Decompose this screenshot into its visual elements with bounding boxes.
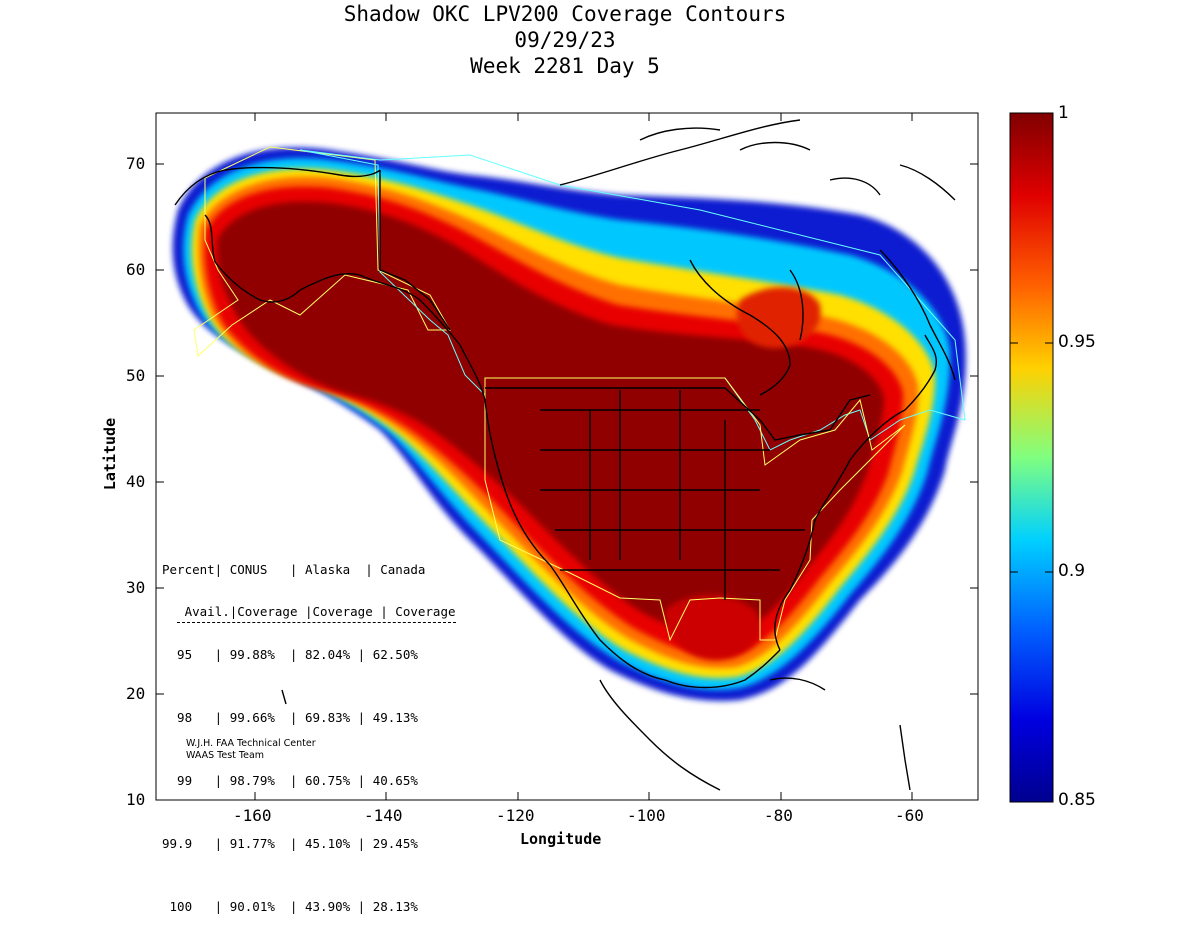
- colorbar: [1009, 112, 1054, 803]
- stats-row: 99 | 98.79% | 60.75% | 40.65%: [162, 773, 418, 788]
- y-tick-label: 30: [126, 578, 146, 597]
- x-tick-label: -140: [364, 806, 403, 825]
- coverage-map: [155, 112, 1054, 803]
- x-tick-label: -60: [895, 806, 924, 825]
- axis-ticks: [156, 113, 978, 800]
- coverage-contours: [172, 147, 966, 701]
- x-axis-label: Longitude: [520, 830, 602, 848]
- credit-line-2: WAAS Test Team: [186, 750, 265, 761]
- x-tick-label: -120: [496, 806, 535, 825]
- title-line-1: Shadow OKC LPV200 Coverage Contours: [343, 2, 787, 26]
- y-tick-label: 40: [126, 472, 146, 491]
- conus-border: [484, 377, 906, 642]
- coastlines: [174, 119, 956, 791]
- stats-row: 95 | 99.88% | 82.04% | 62.50%: [162, 647, 418, 662]
- y-axis-label: Latitude: [101, 417, 119, 491]
- plot-frame: [155, 112, 979, 801]
- credit-text: W.J.H. FAA Technical Center WAAS Test Te…: [186, 738, 316, 762]
- colorbar-tick-label: 0.85: [1058, 790, 1096, 810]
- stats-row: 100 | 90.01% | 43.90% | 28.13%: [162, 899, 418, 914]
- alaska-border: [193, 146, 451, 357]
- x-tick-label: -160: [233, 806, 272, 825]
- title-line-2: 09/29/23: [514, 28, 616, 52]
- y-tick-label: 70: [126, 154, 146, 173]
- y-tick-label: 50: [126, 366, 146, 385]
- region-borders: [193, 146, 966, 642]
- y-tick-label: 20: [126, 684, 146, 703]
- title-line-3: Week 2281 Day 5: [470, 54, 660, 78]
- stats-row: 99.9 | 91.77% | 45.10% | 29.45%: [162, 836, 418, 851]
- colorbar-tick-label: 1: [1058, 103, 1069, 123]
- y-tick-label: 10: [126, 790, 146, 809]
- x-tick-label: -100: [627, 806, 666, 825]
- canada-border: [299, 149, 966, 451]
- colorbar-tick-label: 0.9: [1058, 561, 1086, 581]
- stats-row: 98 | 99.66% | 69.83% | 49.13%: [162, 710, 418, 725]
- stats-header-1: Percent| CONUS | Alaska | Canada: [162, 562, 426, 577]
- colorbar-ticks: [1010, 342, 1053, 573]
- x-tick-label: -80: [764, 806, 793, 825]
- stats-header-2: Avail.|Coverage |Coverage | Coverage: [177, 601, 456, 623]
- credit-line-1: W.J.H. FAA Technical Center: [186, 738, 316, 749]
- y-tick-label: 60: [126, 260, 146, 279]
- coverage-stats-table: Percent| CONUS | Alaska | Canada Avail.|…: [162, 517, 456, 938]
- colorbar-tick-label: 0.95: [1058, 332, 1096, 352]
- plot-title: Shadow OKC LPV200 Coverage Contours 09/2…: [0, 1, 1130, 79]
